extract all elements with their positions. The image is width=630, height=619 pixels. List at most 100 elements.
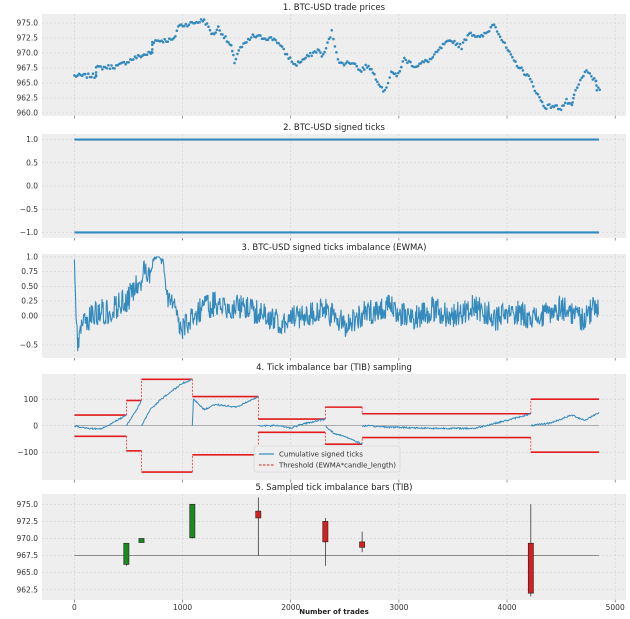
- price-point: [416, 64, 420, 68]
- price-point: [199, 18, 203, 21]
- y-tick-label: 965.0: [17, 79, 39, 88]
- x-tick-label: 0: [72, 603, 77, 612]
- price-point: [245, 41, 248, 44]
- price-point: [559, 108, 563, 112]
- price-point: [532, 85, 535, 88]
- panel-title: 3. BTC-USD signed ticks imbalance (EWMA): [242, 243, 427, 253]
- price-point: [308, 51, 312, 55]
- price-point: [364, 63, 368, 67]
- price-point: [530, 80, 534, 84]
- price-point: [335, 51, 338, 54]
- price-point: [332, 37, 335, 41]
- y-tick-label: 975.0: [17, 500, 39, 509]
- price-point: [250, 36, 253, 39]
- price-point: [435, 50, 439, 54]
- price-point: [487, 30, 491, 33]
- candle: [138, 538, 145, 543]
- price-point: [432, 53, 436, 56]
- price-point: [84, 72, 87, 76]
- price-point: [495, 30, 499, 33]
- price-point: [227, 41, 230, 44]
- price-point: [548, 103, 551, 106]
- candle: [359, 531, 366, 553]
- price-point: [299, 60, 303, 64]
- cumulative-segment: [141, 378, 193, 426]
- y-tick-label: 0.5: [26, 158, 38, 167]
- price-point: [497, 32, 500, 36]
- price-point: [562, 104, 566, 107]
- price-point: [570, 103, 574, 107]
- price-point: [145, 53, 149, 57]
- price-point: [528, 77, 532, 81]
- price-point: [240, 45, 244, 49]
- price-point: [132, 58, 135, 61]
- price-point: [290, 60, 294, 63]
- price-point: [94, 73, 98, 77]
- price-point: [458, 42, 462, 46]
- price-point: [443, 42, 446, 46]
- price-point: [545, 107, 548, 111]
- candle-body-up: [189, 503, 196, 539]
- price-point: [437, 48, 440, 52]
- price-point: [152, 41, 156, 44]
- price-point: [588, 72, 592, 75]
- legend-entry-threshold: Threshold (EWMA*candle_length): [278, 462, 396, 470]
- price-point: [151, 43, 154, 46]
- price-point: [135, 56, 138, 60]
- price-point: [536, 93, 540, 96]
- price-point: [580, 76, 584, 80]
- price-point: [90, 75, 93, 79]
- price-point: [440, 46, 443, 50]
- price-point: [122, 60, 126, 64]
- price-point: [453, 39, 456, 43]
- price-point: [572, 93, 576, 96]
- x-tick-label: 3000: [389, 603, 408, 612]
- price-point: [224, 35, 227, 38]
- price-point: [99, 65, 102, 68]
- price-point: [353, 62, 357, 66]
- price-point: [579, 78, 582, 82]
- price-point: [595, 84, 598, 87]
- price-point: [494, 25, 497, 29]
- price-point: [538, 95, 541, 99]
- price-point: [563, 101, 567, 105]
- price-point: [107, 64, 110, 67]
- price-point: [282, 47, 286, 51]
- y-tick-label: 0.50: [21, 282, 38, 291]
- price-point: [85, 76, 89, 79]
- price-point: [427, 60, 430, 64]
- panel-title: 2. BTC-USD signed ticks: [283, 123, 385, 133]
- cumulative-series: [74, 378, 600, 445]
- y-tick-label: 1.0: [26, 135, 38, 144]
- price-point: [540, 100, 544, 104]
- x-tick-label: 1000: [173, 603, 192, 612]
- price-point: [555, 104, 559, 107]
- price-point: [355, 64, 359, 68]
- candle: [123, 542, 130, 566]
- price-point: [489, 25, 493, 29]
- price-point: [367, 64, 370, 68]
- price-point: [174, 35, 177, 38]
- price-point: [461, 41, 465, 44]
- price-point: [492, 23, 496, 27]
- price-point: [577, 83, 580, 86]
- panel-ticks-imbalance: 3. BTC-USD signed ticks imbalance (EWMA)…: [20, 243, 626, 361]
- price-point: [521, 69, 525, 72]
- price-point: [565, 97, 568, 101]
- price-point: [166, 40, 170, 43]
- price-point: [329, 36, 332, 39]
- price-point: [514, 60, 517, 63]
- cumulative-segment: [74, 414, 127, 431]
- price-point: [105, 67, 109, 70]
- price-point: [376, 80, 379, 84]
- price-point: [460, 47, 463, 51]
- y-tick-label: 962.5: [17, 94, 39, 103]
- price-point: [370, 67, 373, 71]
- price-point: [151, 48, 154, 51]
- threshold-series: [74, 378, 599, 473]
- price-point: [341, 61, 344, 65]
- price-point: [304, 56, 308, 60]
- price-point: [319, 51, 322, 54]
- price-point: [383, 88, 387, 92]
- cumulative-segment: [325, 425, 363, 445]
